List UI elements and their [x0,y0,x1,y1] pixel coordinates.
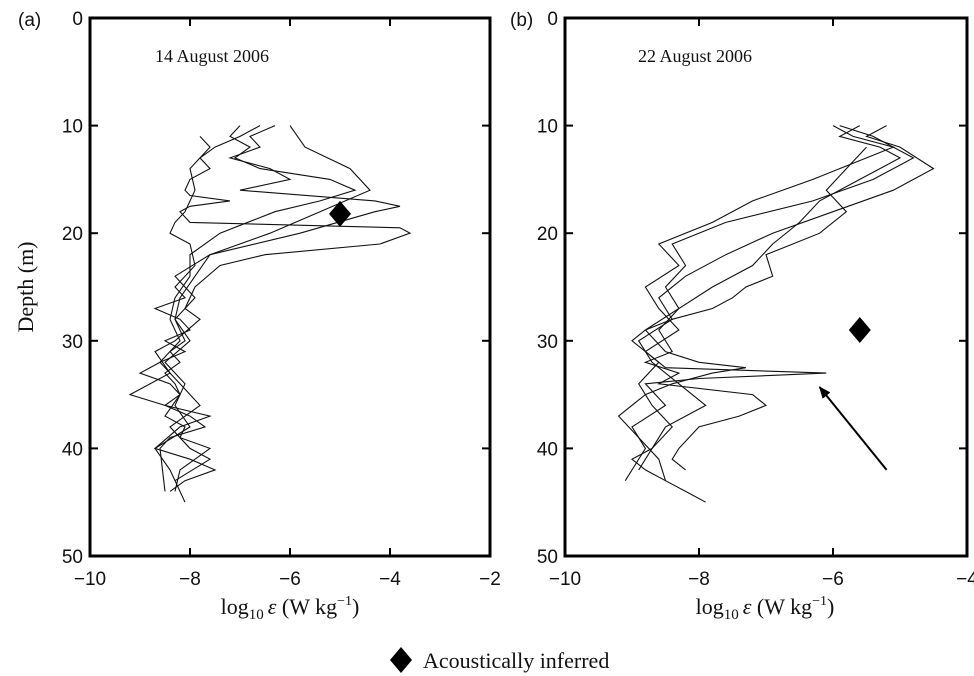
panel-a-axes-frame [88,16,492,558]
y-tick-label: 0 [547,9,558,30]
panel-b-xlabel: log10 ε (W kg−1) [696,594,835,623]
profile-line-1 [631,125,935,503]
xlabel-subscript: 10 [724,607,739,623]
profile-line-3 [624,125,896,481]
xlabel-superscript: −1 [812,594,827,609]
panel-b-ticks: −10 −8 −6 −4 0 10 20 30 40 50 [537,9,974,590]
legend-diamond-marker [390,647,412,673]
legend-label: Acoustically inferred [423,648,609,673]
y-tick-label: 30 [537,332,558,353]
panel-a-plot-area [128,125,412,503]
x-tick-label: −6 [279,569,301,590]
xlabel-unit-close: ) [352,594,359,619]
acoustic-diamond-marker [848,317,871,344]
y-tick-label: 50 [537,547,558,568]
annotation-arrow [818,386,888,471]
profile-line-5 [138,136,211,492]
panel-a-xlabel: log10 ε (W kg−1) [221,594,360,623]
profile-line-1 [164,125,371,492]
x-tick-label: −10 [74,569,106,590]
profile-line-2 [159,125,357,482]
x-tick-label: −8 [179,569,201,590]
profile-line-4 [128,125,412,492]
xlabel-prefix: log [696,594,724,619]
y-tick-label: 50 [62,547,83,568]
x-tick-label: −6 [822,569,844,590]
profile-line-5 [631,146,867,471]
panel-a: (a) 14 August 2006 −10 −8 −6 −4 −2 0 10 20 30 40 5… [13,9,501,623]
y-tick-label: 40 [62,439,83,460]
xlabel-subscript: 10 [249,607,264,623]
legend: Acoustically inferred [390,647,609,673]
y-tick-label: 20 [62,224,83,245]
xlabel-unit-close: ) [827,594,834,619]
x-tick-label: −4 [956,569,974,590]
panel-a-ylabel: Depth (m) [13,241,38,332]
panel-b-plot-area [617,125,935,503]
profile-line-2 [643,125,902,471]
x-tick-label: −8 [688,569,710,590]
xlabel-symbol: ε [743,594,752,619]
panel-b-date-label: 22 August 2006 [638,46,752,66]
profile-line-3 [154,125,401,503]
panel-b-axes-frame [563,16,969,558]
xlabel-prefix: log [221,594,249,619]
panel-a-date-label: 14 August 2006 [155,46,269,66]
profile-line-4 [617,125,915,481]
x-tick-label: −10 [549,569,581,590]
x-tick-label: −2 [479,569,501,590]
y-tick-label: 10 [62,117,83,138]
panel-a-label: (a) [18,10,41,31]
y-tick-label: 40 [537,439,558,460]
y-tick-label: 30 [62,332,83,353]
y-tick-label: 20 [537,224,558,245]
xlabel-unit-open: (W kg [276,594,337,619]
xlabel-symbol: ε [268,594,277,619]
y-tick-label: 0 [72,9,83,30]
acoustic-diamond-marker [329,200,351,227]
panel-b-label: (b) [510,10,533,31]
xlabel-unit-open: (W kg [751,594,812,619]
y-tick-label: 10 [537,117,558,138]
xlabel-superscript: −1 [337,594,352,609]
panel-a-ticks: −10 −8 −6 −4 −2 0 10 20 30 40 50 [62,9,501,590]
x-tick-label: −4 [379,569,401,590]
panel-b: (b) 22 August 2006 −10 −8 −6 −401020304050 … [510,9,974,623]
